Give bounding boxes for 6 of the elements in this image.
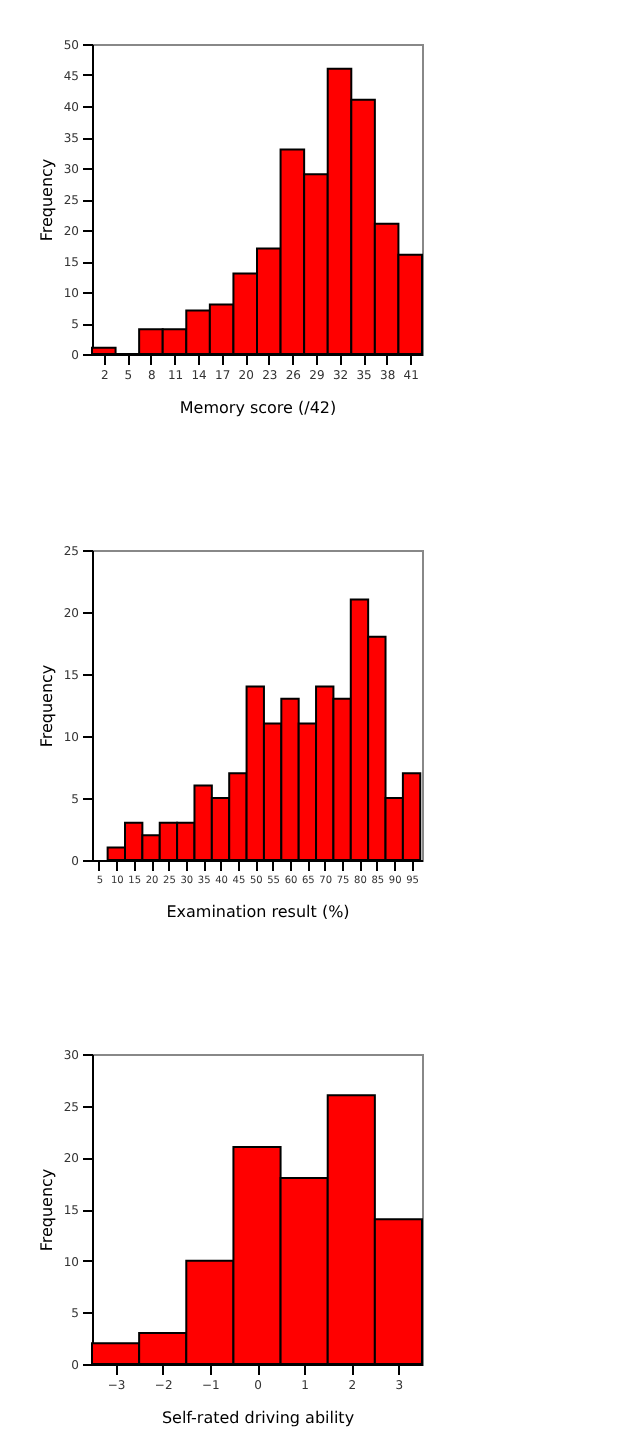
x-axis-title: Memory score (/42) <box>179 399 337 417</box>
x-axis-title: Self-rated driving ability <box>161 1409 355 1427</box>
y-axis-title: Frequency <box>37 158 56 242</box>
y-axis-title: Frequency <box>37 1168 56 1252</box>
x-axis-title: Examination result (%) <box>166 903 350 921</box>
y-axis-title: Frequency <box>37 664 56 748</box>
